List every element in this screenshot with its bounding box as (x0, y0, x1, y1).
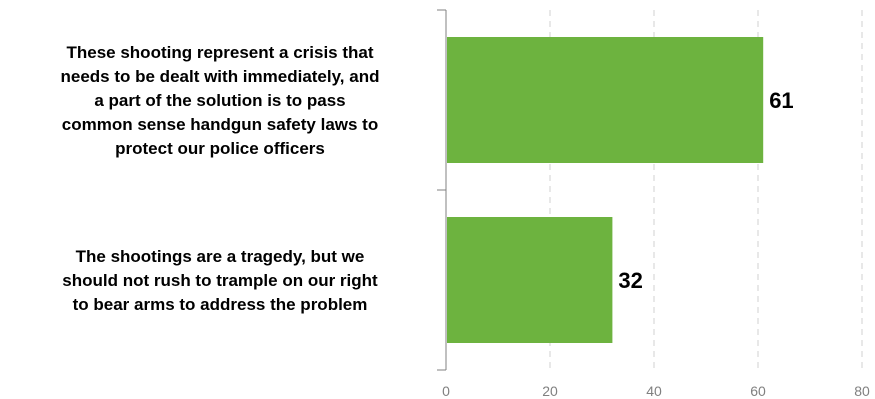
category-label-line: needs to be dealt with immediately, and (61, 67, 380, 86)
category-label-line: protect our police officers (115, 139, 325, 158)
x-tick-label: 0 (442, 383, 450, 399)
data-label: 32 (618, 268, 642, 293)
category-axis (437, 9, 447, 371)
bars (447, 37, 764, 343)
category-label-line: to bear arms to address the problem (73, 295, 368, 314)
data-labels: 61 32 (618, 88, 793, 293)
category-label-line: a part of the solution is to pass (94, 91, 345, 110)
data-label: 61 (769, 88, 793, 113)
category-label-line: The shootings are a tragedy, but we (76, 247, 365, 266)
category-label-line: should not rush to trample on our right (62, 271, 378, 290)
bar (447, 217, 613, 343)
category-label-line: These shooting represent a crisis that (66, 43, 373, 62)
x-tick-label: 80 (854, 383, 870, 399)
category-label-line: common sense handgun safety laws to (62, 115, 378, 134)
x-axis-tick-labels: 0 20 40 60 80 (442, 383, 870, 399)
x-tick-label: 60 (750, 383, 766, 399)
category-label: These shooting represent a crisis that ne… (61, 43, 380, 158)
x-tick-label: 20 (542, 383, 558, 399)
x-tick-label: 40 (646, 383, 662, 399)
category-label: The shootings are a tragedy, but we shoul… (62, 247, 378, 314)
bar (447, 37, 764, 163)
category-labels: These shooting represent a crisis that ne… (61, 43, 380, 314)
